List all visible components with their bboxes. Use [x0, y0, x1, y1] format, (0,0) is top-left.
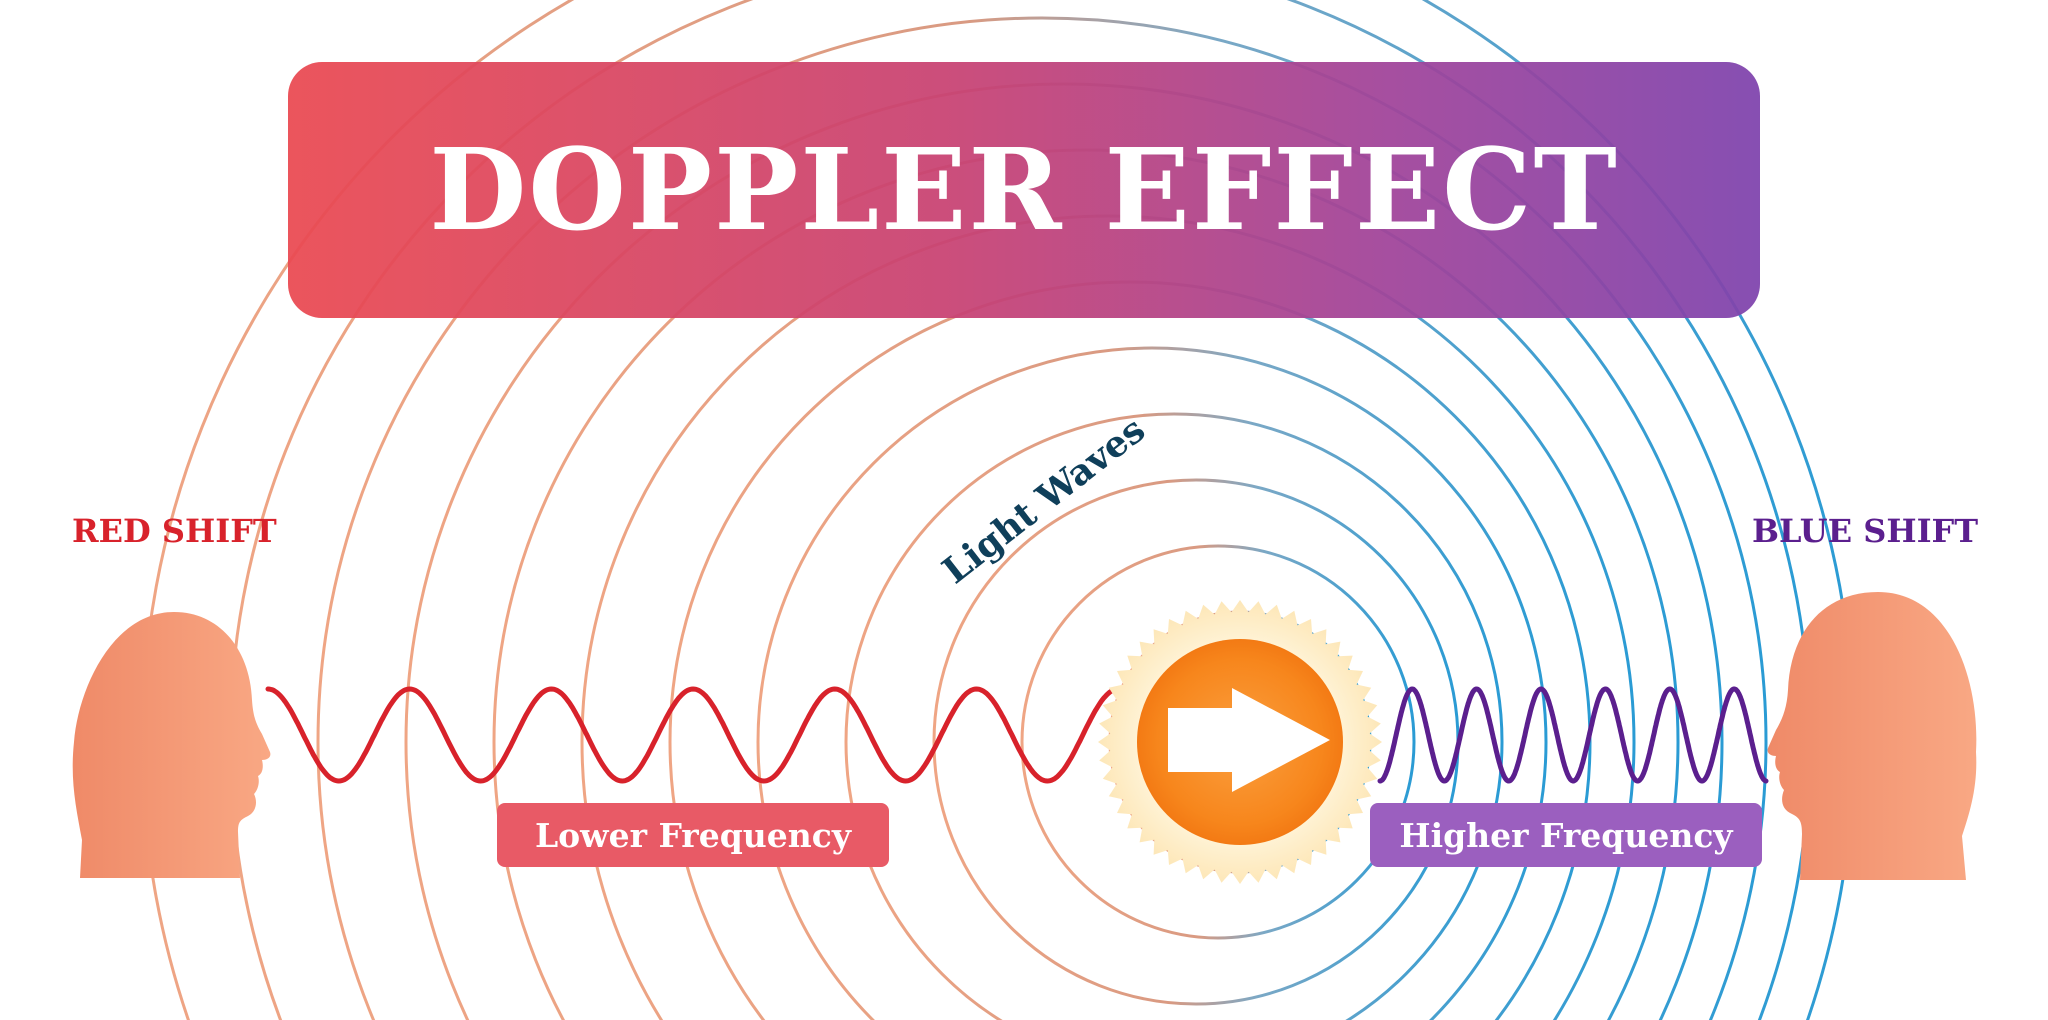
- higher-frequency-badge: Higher Frequency: [1370, 803, 1762, 867]
- light-source: [1098, 600, 1382, 884]
- light-wave-ring: [316, 16, 1768, 1020]
- blue-shift-wave: [1377, 686, 1769, 784]
- head-left-icon: [72, 612, 271, 878]
- blue-shift-label: BLUE SHIFT: [1752, 512, 1979, 550]
- light-wave-ring: [844, 412, 1504, 1020]
- red-shift-label: RED SHIFT: [72, 512, 277, 550]
- arrow-right-icon: [1168, 688, 1330, 792]
- page-title: DOPPLER EFFECT: [429, 124, 1619, 256]
- lower-frequency-badge: Lower Frequency: [497, 803, 889, 867]
- head-right-icon: [1767, 592, 1977, 880]
- title-banner: [288, 62, 1760, 318]
- light-wave-ring: [756, 346, 1548, 1020]
- red-shift-wave: [265, 686, 1121, 784]
- light-wave-ring: [668, 280, 1592, 1020]
- light-waves-label: Light Waves: [935, 409, 1153, 592]
- light-wave-ring: [1020, 544, 1416, 940]
